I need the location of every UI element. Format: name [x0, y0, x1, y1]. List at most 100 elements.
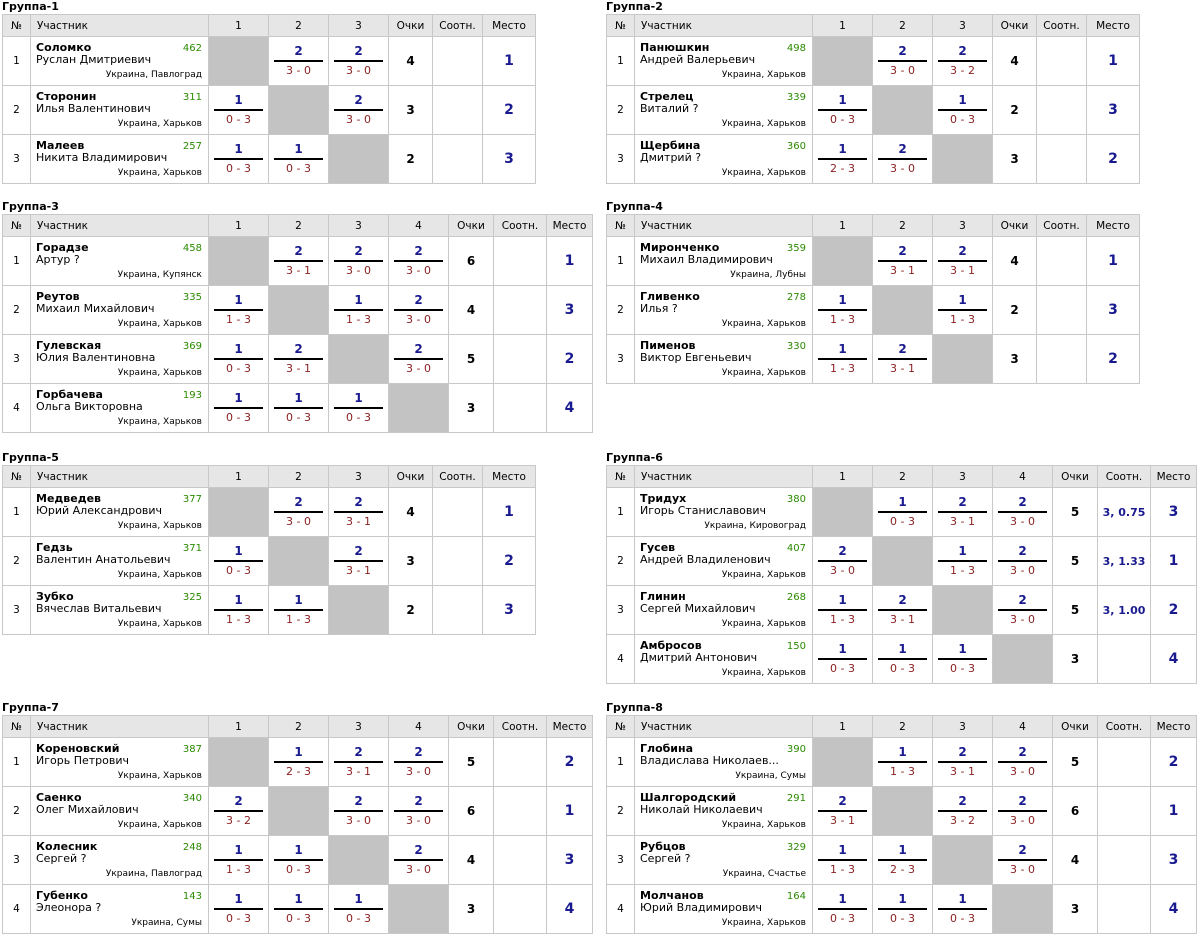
- player-surname[interactable]: Губенко: [36, 889, 88, 902]
- match-result[interactable]: 1 1 - 3: [812, 585, 873, 635]
- player-surname[interactable]: Зубко: [36, 590, 74, 603]
- player-surname[interactable]: Глобина: [640, 742, 694, 755]
- match-result[interactable]: 1 0 - 3: [268, 835, 329, 885]
- match-result[interactable]: 1 0 - 3: [268, 383, 329, 433]
- match-result[interactable]: 2 3 - 0: [992, 585, 1053, 635]
- match-result[interactable]: 1 1 - 3: [208, 585, 269, 635]
- player-surname[interactable]: Соломко: [36, 41, 92, 54]
- match-result[interactable]: 2 3 - 0: [388, 285, 449, 335]
- match-result[interactable]: 2 3 - 0: [388, 737, 449, 787]
- match-result[interactable]: 1 2 - 3: [268, 737, 329, 787]
- match-result[interactable]: 2 3 - 1: [932, 487, 993, 537]
- player-surname[interactable]: Гедзь: [36, 541, 73, 554]
- player-surname[interactable]: Малеев: [36, 139, 85, 152]
- player-surname[interactable]: Саенко: [36, 791, 82, 804]
- match-result[interactable]: 1 0 - 3: [208, 334, 269, 384]
- match-result[interactable]: 2 3 - 1: [268, 236, 329, 286]
- player-surname[interactable]: Молчанов: [640, 889, 704, 902]
- match-result[interactable]: 2 3 - 0: [872, 134, 933, 184]
- match-result[interactable]: 1 1 - 3: [812, 835, 873, 885]
- match-result[interactable]: 1 0 - 3: [932, 634, 993, 684]
- match-result[interactable]: 2 3 - 1: [328, 536, 389, 586]
- match-result[interactable]: 2 3 - 1: [812, 786, 873, 836]
- match-result[interactable]: 1 0 - 3: [268, 884, 329, 934]
- match-result[interactable]: 1 1 - 3: [932, 536, 993, 586]
- match-result[interactable]: 1 2 - 3: [812, 134, 873, 184]
- player-surname[interactable]: Стрелец: [640, 90, 694, 103]
- match-result[interactable]: 1 1 - 3: [268, 585, 329, 635]
- match-result[interactable]: 2 3 - 0: [812, 536, 873, 586]
- match-result[interactable]: 1 0 - 3: [328, 383, 389, 433]
- match-result[interactable]: 1 1 - 3: [208, 835, 269, 885]
- match-result[interactable]: 2 3 - 0: [328, 85, 389, 135]
- match-result[interactable]: 2 3 - 1: [872, 236, 933, 286]
- player-surname[interactable]: Амбросов: [640, 639, 702, 652]
- match-result[interactable]: 2 3 - 0: [388, 835, 449, 885]
- player-surname[interactable]: Горбачева: [36, 388, 103, 401]
- match-result[interactable]: 2 3 - 0: [992, 737, 1053, 787]
- match-result[interactable]: 1 1 - 3: [812, 285, 873, 335]
- player-surname[interactable]: Щербина: [640, 139, 701, 152]
- match-result[interactable]: 2 3 - 2: [932, 786, 993, 836]
- match-result[interactable]: 1 0 - 3: [872, 634, 933, 684]
- match-result[interactable]: 1 0 - 3: [872, 487, 933, 537]
- match-result[interactable]: 1 0 - 3: [208, 536, 269, 586]
- match-result[interactable]: 2 3 - 0: [992, 536, 1053, 586]
- match-result[interactable]: 2 3 - 0: [268, 36, 329, 86]
- match-result[interactable]: 1 1 - 3: [872, 737, 933, 787]
- match-result[interactable]: 1 1 - 3: [208, 285, 269, 335]
- match-result[interactable]: 1 0 - 3: [208, 383, 269, 433]
- match-result[interactable]: 2 3 - 0: [328, 236, 389, 286]
- match-result[interactable]: 2 3 - 0: [388, 786, 449, 836]
- match-result[interactable]: 2 3 - 1: [872, 585, 933, 635]
- match-result[interactable]: 1 0 - 3: [812, 634, 873, 684]
- player-surname[interactable]: Шалгородский: [640, 791, 737, 804]
- match-result[interactable]: 1 0 - 3: [268, 134, 329, 184]
- player-surname[interactable]: Гусев: [640, 541, 676, 554]
- match-result[interactable]: 1 0 - 3: [208, 134, 269, 184]
- match-result[interactable]: 2 3 - 1: [268, 334, 329, 384]
- player-surname[interactable]: Горадзе: [36, 241, 89, 254]
- player-surname[interactable]: Панюшкин: [640, 41, 710, 54]
- match-result[interactable]: 2 3 - 1: [932, 236, 993, 286]
- match-result[interactable]: 2 3 - 1: [328, 487, 389, 537]
- match-result[interactable]: 1 0 - 3: [208, 85, 269, 135]
- match-result[interactable]: 1 2 - 3: [872, 835, 933, 885]
- player-surname[interactable]: Медведев: [36, 492, 102, 505]
- player-surname[interactable]: Тридух: [640, 492, 687, 505]
- match-result[interactable]: 2 3 - 2: [932, 36, 993, 86]
- player-surname[interactable]: Рубцов: [640, 840, 686, 853]
- player-surname[interactable]: Сторонин: [36, 90, 97, 103]
- match-result[interactable]: 1 1 - 3: [328, 285, 389, 335]
- player-surname[interactable]: Реутов: [36, 290, 80, 303]
- match-result[interactable]: 1 1 - 3: [932, 285, 993, 335]
- match-result[interactable]: 2 3 - 0: [872, 36, 933, 86]
- player-surname[interactable]: Кореновский: [36, 742, 120, 755]
- player-surname[interactable]: Глинин: [640, 590, 686, 603]
- match-result[interactable]: 2 3 - 2: [208, 786, 269, 836]
- match-result[interactable]: 1 0 - 3: [932, 85, 993, 135]
- match-result[interactable]: 2 3 - 0: [328, 786, 389, 836]
- match-result[interactable]: 2 3 - 0: [388, 236, 449, 286]
- match-result[interactable]: 1 0 - 3: [812, 884, 873, 934]
- match-result[interactable]: 2 3 - 0: [992, 487, 1053, 537]
- match-result[interactable]: 2 3 - 0: [992, 786, 1053, 836]
- match-result[interactable]: 1 1 - 3: [812, 334, 873, 384]
- match-result[interactable]: 1 0 - 3: [872, 884, 933, 934]
- match-result[interactable]: 2 3 - 1: [932, 737, 993, 787]
- player-surname[interactable]: Гулевская: [36, 339, 102, 352]
- player-surname[interactable]: Гливенко: [640, 290, 700, 303]
- match-result[interactable]: 2 3 - 1: [872, 334, 933, 384]
- match-result[interactable]: 1 0 - 3: [812, 85, 873, 135]
- match-result[interactable]: 2 3 - 0: [992, 835, 1053, 885]
- match-result[interactable]: 2 3 - 0: [328, 36, 389, 86]
- match-result[interactable]: 1 0 - 3: [932, 884, 993, 934]
- match-result[interactable]: 2 3 - 1: [328, 737, 389, 787]
- match-result[interactable]: 2 3 - 0: [268, 487, 329, 537]
- player-surname[interactable]: Пименов: [640, 339, 696, 352]
- player-surname[interactable]: Миронченко: [640, 241, 720, 254]
- match-result[interactable]: 1 0 - 3: [208, 884, 269, 934]
- match-result[interactable]: 2 3 - 0: [388, 334, 449, 384]
- player-surname[interactable]: Колесник: [36, 840, 98, 853]
- match-result[interactable]: 1 0 - 3: [328, 884, 389, 934]
